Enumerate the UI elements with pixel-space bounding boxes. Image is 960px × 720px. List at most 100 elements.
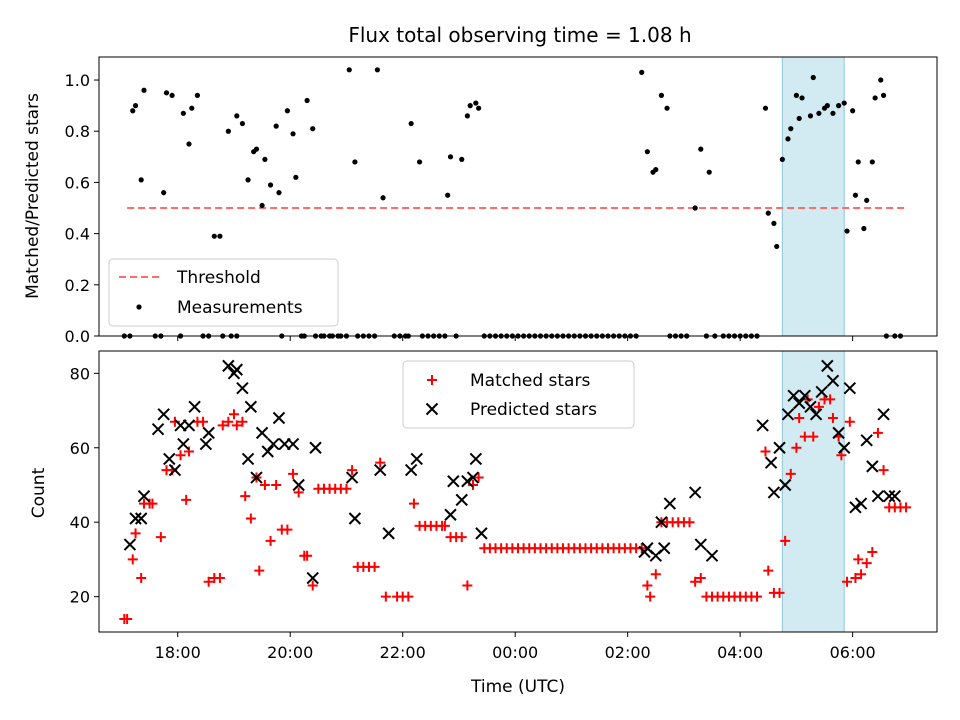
measurement-point: [464, 113, 470, 119]
matched-point: [181, 494, 192, 505]
predicted-point: [773, 441, 786, 454]
predicted-point: [804, 400, 817, 414]
predicted-point: [447, 475, 460, 488]
legend-measurements-swatch: [136, 304, 142, 310]
measurement-point: [293, 174, 299, 180]
top-y-tick-label: 0.8: [65, 122, 90, 141]
measurement-point: [239, 120, 246, 127]
predicted-point: [767, 486, 781, 499]
top-legend-box: [108, 258, 339, 327]
measurement-point: [276, 190, 282, 196]
measurement-point: [163, 90, 170, 96]
measurement-point: [253, 146, 260, 152]
bottom-y-tick-label: 40: [70, 513, 90, 532]
measurement-point: [473, 100, 479, 106]
bottom-y-tick-label: 80: [70, 364, 90, 383]
predicted-point: [306, 571, 319, 585]
measurement-point: [352, 159, 358, 165]
matched-point: [369, 561, 380, 572]
predicted-point: [199, 437, 213, 451]
predicted-point: [854, 497, 868, 510]
matched-point: [237, 416, 248, 427]
measurement-point: [245, 177, 251, 183]
legend-measurements-label: Measurements: [177, 298, 303, 318]
matched-point: [763, 565, 774, 576]
predicted-point: [292, 478, 305, 492]
matched-point: [645, 591, 656, 602]
bottom-series-0: [119, 394, 912, 624]
matched-point: [842, 576, 853, 587]
matched-point: [827, 412, 838, 423]
measurement-point: [346, 67, 352, 73]
measurement-point: [169, 92, 175, 98]
legend-matched-label: Matched stars: [470, 371, 590, 391]
predicted-point: [815, 385, 828, 399]
predicted-point: [705, 549, 719, 562]
top-y-tick-label: 0.0: [65, 327, 90, 346]
measurement-point: [273, 123, 279, 129]
measurement-point: [416, 159, 423, 165]
measurement-point: [138, 177, 144, 183]
measurement-point: [141, 87, 147, 93]
predicted-point: [177, 437, 190, 451]
bottom-x-tick-label: 20:00: [267, 643, 313, 662]
matched-point: [240, 491, 251, 502]
predicted-point: [222, 359, 235, 373]
measurement-point: [861, 225, 867, 232]
predicted-point: [244, 400, 258, 414]
measurement-point: [796, 115, 802, 122]
matched-point: [785, 468, 796, 479]
predicted-point: [250, 471, 263, 484]
bottom-legend: Matched stars Predicted stars: [402, 360, 635, 429]
matched-point: [302, 550, 313, 561]
predicted-point: [466, 471, 480, 484]
predicted-point: [843, 382, 857, 395]
predicted-point: [309, 441, 322, 454]
measurement-point: [793, 92, 799, 98]
predicted-point: [694, 538, 707, 551]
matched-point: [760, 446, 771, 457]
matched-point: [468, 479, 479, 490]
matched-point: [341, 483, 352, 494]
measurement-point: [852, 192, 859, 198]
measurement-point: [644, 149, 650, 155]
predicted-point: [866, 460, 879, 473]
predicted-point: [404, 463, 418, 477]
predicted-point: [267, 437, 280, 451]
matched-point: [462, 580, 473, 591]
matched-point: [850, 573, 861, 584]
top-y-tick-label: 0.6: [65, 173, 90, 192]
bottom-series-1: [123, 359, 902, 585]
predicted-point: [778, 478, 792, 492]
predicted-point: [444, 508, 457, 521]
predicted-point: [655, 515, 668, 529]
measurement-point: [445, 192, 451, 198]
matched-point: [408, 498, 419, 509]
predicted-point: [821, 359, 834, 373]
bottom-y-axis-label: Count: [29, 467, 49, 518]
measurement-point: [658, 92, 665, 98]
predicted-point: [849, 501, 862, 514]
matched-point: [223, 416, 234, 427]
bottom-x-tick-label: 04:00: [717, 643, 763, 662]
matched-point: [780, 535, 791, 546]
matched-point: [259, 479, 270, 490]
matched-point: [642, 580, 653, 591]
matched-point: [375, 457, 386, 468]
predicted-point: [230, 363, 243, 376]
predicted-point: [781, 408, 795, 421]
measurement-point: [189, 105, 195, 111]
measurement-point: [692, 205, 698, 211]
predicted-point: [888, 489, 902, 503]
predicted-point: [236, 382, 249, 395]
matched-point: [799, 431, 810, 442]
measurement-point: [284, 108, 291, 114]
measurement-point: [259, 202, 265, 209]
chart-title: Flux total observing time = 1.08 h: [348, 23, 691, 47]
predicted-point: [826, 374, 840, 387]
predicted-point: [787, 389, 800, 402]
measurement-point: [290, 131, 296, 137]
predicted-point: [182, 419, 196, 432]
measurement-point: [211, 233, 217, 239]
